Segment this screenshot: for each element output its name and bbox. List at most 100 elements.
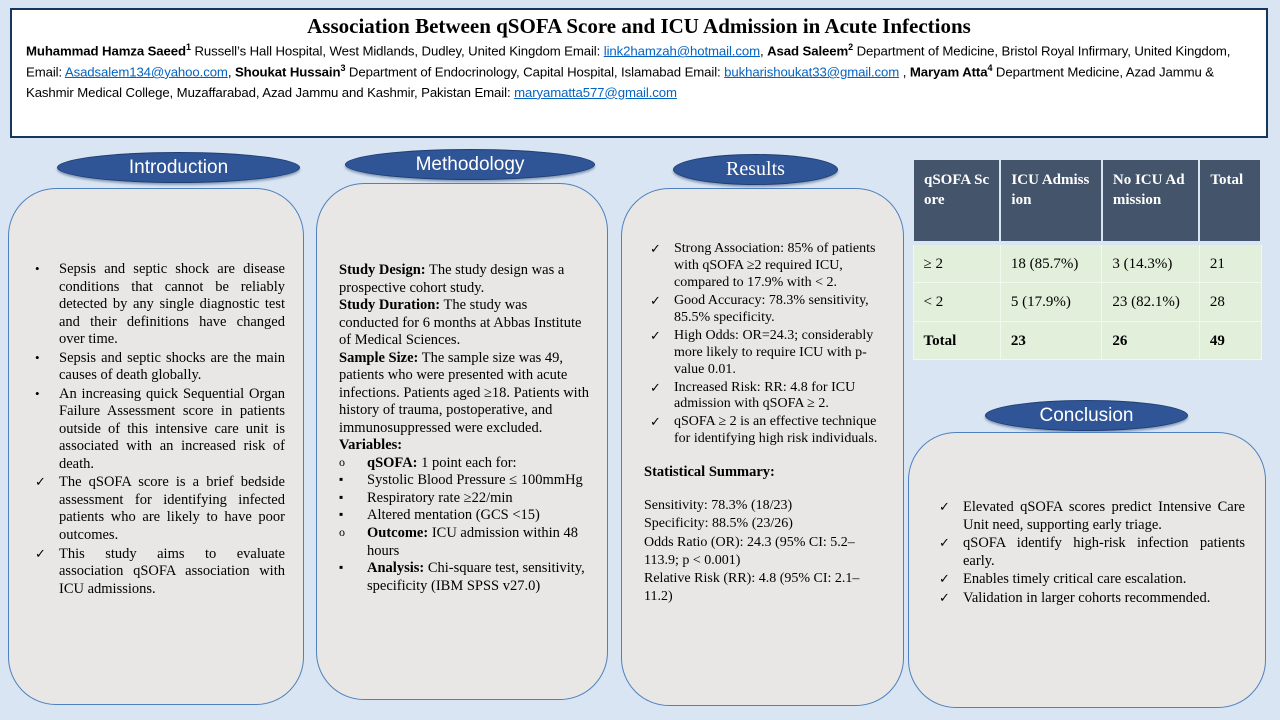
check-icon: ✓ xyxy=(650,414,661,430)
section-title: Methodology xyxy=(415,153,525,175)
bullet-icon: ✓ xyxy=(35,474,46,490)
introduction-list: • Sepsis and septic shock are disease co… xyxy=(29,261,285,598)
list-item: ✓ Strong Association: 85% of patients wi… xyxy=(644,241,887,292)
methodology-paragraph: Variables: xyxy=(339,437,589,455)
bullet-icon: o xyxy=(339,454,345,469)
table-cell: 23 (82.1%) xyxy=(1101,282,1200,322)
list-item-text: Validation in larger cohorts recommended… xyxy=(963,589,1211,606)
header: Association Between qSOFA Score and ICU … xyxy=(10,8,1268,138)
list-item-text: High Odds: OR=24.3; considerably more li… xyxy=(674,327,874,377)
methodology-paragraph: ▪ Altered mentation (GCS <15) xyxy=(339,507,589,525)
list-item-text: Good Accuracy: 78.3% sensitivity, 85.5% … xyxy=(674,292,869,325)
table-cell: 18 (85.7%) xyxy=(999,242,1103,284)
email-link[interactable]: Asadsalem134@yahoo.com xyxy=(64,64,228,80)
list-item-text: qSOFA ≥ 2 is an effective technique for … xyxy=(674,414,878,447)
stat-line: Relative Risk (RR): 4.8 (95% CI: 2.1–11.… xyxy=(644,571,860,605)
email-link[interactable]: maryamatta577@gmail.com xyxy=(514,84,677,100)
methodology-paragraph: o Outcome: ICU admission within 48 hours xyxy=(339,525,589,560)
authors-block: Muhammad Hamza Saeed1 Russell’s Hall Hos… xyxy=(26,42,1231,100)
check-icon: ✓ xyxy=(650,292,661,308)
table-row: < 2 5 (17.9%) 23 (82.1%) 28 xyxy=(912,282,1262,322)
methodology-paragraph: o qSOFA: 1 point each for: xyxy=(339,455,589,473)
stat-line: Specificity: 88.5% (23/26) xyxy=(644,516,793,532)
introduction-panel: • Sepsis and septic shock are disease co… xyxy=(8,188,304,705)
check-icon: ✓ xyxy=(939,499,950,514)
check-icon: ✓ xyxy=(650,241,661,256)
paragraph-text: Variables: xyxy=(339,437,403,454)
table-row: Total 23 26 49 xyxy=(912,320,1262,360)
bullet-icon: • xyxy=(35,349,40,365)
list-item-text: The qSOFA score is a brief bedside asses… xyxy=(59,474,285,543)
results-list: ✓ Strong Association: 85% of patients wi… xyxy=(644,241,887,448)
list-item: ✓ qSOFA identify high-risk infection pat… xyxy=(933,535,1245,570)
bullet-icon: ▪ xyxy=(339,489,344,504)
section-header-methodology: Methodology xyxy=(345,149,595,180)
email-link[interactable]: bukharishoukat33@gmail.com xyxy=(724,64,900,80)
table-cell: 3 (14.3%) xyxy=(1101,242,1200,284)
section-header-conclusion: Conclusion xyxy=(985,400,1188,431)
table-header-cell: Total xyxy=(1198,158,1262,245)
methodology-paragraph: ▪ Systolic Blood Pressure ≤ 100mmHg xyxy=(339,472,589,490)
table-cell: 28 xyxy=(1198,282,1262,322)
table-body: ≥ 2 18 (85.7%) 3 (14.3%) 21 < 2 5 (17.9%… xyxy=(912,242,1262,360)
table-header-cell: qSOFA Score xyxy=(911,158,1002,245)
list-item-text: Sepsis and septic shocks are the main ca… xyxy=(59,349,285,384)
section-title: Results xyxy=(726,158,785,180)
poster-title: Association Between qSOFA Score and ICU … xyxy=(307,14,971,38)
stats-lines: Sensitivity: 78.3% (18/23) Specificity: … xyxy=(644,497,887,606)
section-header-results: Results xyxy=(673,154,838,185)
table-cell: < 2 xyxy=(912,282,1001,322)
stat-line: Sensitivity: 78.3% (18/23) xyxy=(644,498,793,514)
check-icon: ✓ xyxy=(939,571,950,587)
section-title: Introduction xyxy=(128,156,229,178)
results-panel: ✓ Strong Association: 85% of patients wi… xyxy=(621,188,904,706)
list-item: ✓ Enables timely critical care escalatio… xyxy=(933,571,1245,589)
bullet-icon: ✓ xyxy=(35,545,46,561)
list-item: ✓ This study aims to evaluate associatio… xyxy=(29,546,285,599)
list-item-text: An increasing quick Sequential Organ Fai… xyxy=(59,385,285,472)
table-header-cell: No ICU Admission xyxy=(1100,158,1201,245)
list-item-text: Sepsis and septic shock are disease cond… xyxy=(59,261,285,348)
paragraph-text: Study Design: The study design was a pro… xyxy=(339,262,565,296)
paragraph-text: Outcome: ICU admission within 48 hours xyxy=(367,524,579,559)
paragraph-text: Systolic Blood Pressure ≤ 100mmHg xyxy=(367,472,583,489)
check-icon: ✓ xyxy=(939,589,950,605)
stat-line: Odds Ratio (OR): 24.3 (95% CI: 5.2–113.9… xyxy=(644,534,855,568)
paragraph-text: Study Duration: The study was conducted … xyxy=(339,297,582,349)
methodology-paragraph: Sample Size: The sample size was 49, pat… xyxy=(339,350,589,438)
table-cell: 21 xyxy=(1198,242,1262,284)
table-cell: 5 (17.9%) xyxy=(999,282,1103,322)
paragraph-text: Sample Size: The sample size was 49, pat… xyxy=(339,349,589,436)
table-cell: 26 xyxy=(1101,320,1200,360)
bullet-icon: ▪ xyxy=(339,472,344,487)
methodology-paragraph: Study Duration: The study was conducted … xyxy=(339,297,589,350)
list-item-text: qSOFA identify high-risk infection patie… xyxy=(963,535,1245,569)
paragraph-text: Altered mentation (GCS <15) xyxy=(367,507,540,524)
bullet-icon: ▪ xyxy=(339,507,344,522)
table-header-row: qSOFA Score ICU Admission No ICU Admissi… xyxy=(911,158,1262,245)
paragraph-text: qSOFA: 1 point each for: xyxy=(367,454,517,471)
bullet-icon: o xyxy=(339,524,345,539)
results-table: qSOFA Score ICU Admission No ICU Admissi… xyxy=(911,158,1262,360)
list-item-text: Enables timely critical care escalation. xyxy=(963,571,1187,588)
methodology-paragraph: ▪ Analysis: Chi-square test, sensitivity… xyxy=(339,560,589,595)
check-icon: ✓ xyxy=(939,535,950,551)
check-icon: ✓ xyxy=(650,379,661,395)
list-item: • An increasing quick Sequential Organ F… xyxy=(29,386,285,474)
bullet-icon: • xyxy=(35,261,40,276)
conclusion-list: ✓ Elevated qSOFA scores predict Intensiv… xyxy=(933,499,1245,607)
methodology-panel: Study Design: The study design was a pro… xyxy=(316,183,608,700)
table-cell: Total xyxy=(912,320,1001,360)
email-link[interactable]: link2hamzah@hotmail.com xyxy=(603,43,760,59)
list-item: ✓ The qSOFA score is a brief bedside ass… xyxy=(29,474,285,544)
methodology-list: Study Design: The study design was a pro… xyxy=(339,262,589,595)
section-header-introduction: Introduction xyxy=(57,152,300,183)
list-item: • Sepsis and septic shock are disease co… xyxy=(29,261,285,349)
paragraph-text: Respiratory rate ≥22/min xyxy=(367,489,513,506)
table-row: ≥ 2 18 (85.7%) 3 (14.3%) 21 xyxy=(912,242,1262,284)
table-cell: 49 xyxy=(1198,320,1262,360)
methodology-paragraph: Study Design: The study design was a pro… xyxy=(339,262,589,297)
bullet-icon: • xyxy=(35,385,40,401)
list-item: ✓ qSOFA ≥ 2 is an effective technique fo… xyxy=(644,414,887,448)
